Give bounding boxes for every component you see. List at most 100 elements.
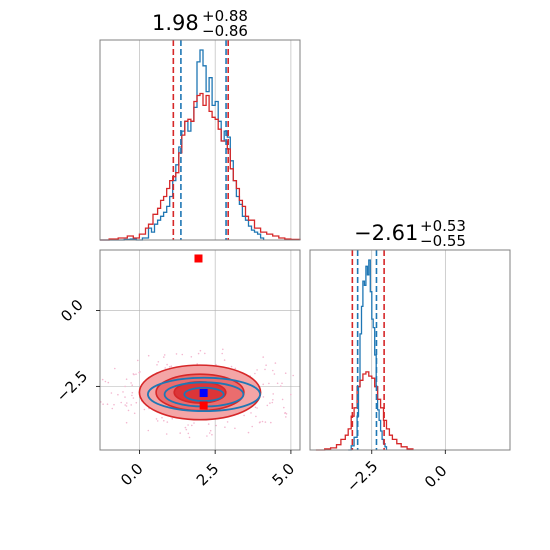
scatter-point [208,432,211,434]
scatter-point [254,372,256,375]
scatter-point [143,408,146,411]
hist-param2-title: −2.61 [354,221,418,245]
scatter-point [171,417,174,420]
scatter-point [266,404,269,407]
hist-param1-title-plus: +0.88 [202,7,248,25]
scatter-point [230,365,233,368]
x-tick-label-1: 0.0 [421,462,451,492]
scatter-point [262,396,265,398]
scatter-point [104,380,107,383]
scatter-point [156,420,159,422]
scatter-point [147,429,150,432]
scatter-point [135,401,138,404]
scatter-point [133,412,136,415]
scatter-2d-panel: −2.5 0.0 0.0 2.5 5.0 [53,249,301,490]
scatter-point [283,406,285,409]
scatter-point [197,352,200,355]
scatter-point [222,348,224,351]
scatter-point [120,401,122,404]
scatter-point [125,421,128,424]
scatter-point [163,419,165,422]
scatter-point [131,394,133,397]
scatter-point [272,393,275,395]
hist-param2-grid [371,250,446,450]
scatter-point [280,385,282,387]
scatter-point [204,352,206,355]
scatter-point [132,373,135,375]
scatter-point [163,354,166,356]
scatter-point [285,416,287,418]
scatter-point [130,382,132,384]
scatter-point [221,352,223,355]
scatter-point [264,368,266,371]
scatter-point [223,359,226,361]
scatter-point [251,425,253,428]
scatter-point [166,363,168,366]
scatter-point [270,421,272,424]
scatter-point [262,383,265,386]
marker-red-square-top [194,254,203,263]
contour-blue-2 [183,386,225,403]
scatter-point [256,407,258,409]
hist-param1-panel: 1.98 +0.88 −0.86 [99,7,301,241]
scatter-point [131,391,134,394]
hist-param1-frame [100,40,300,240]
scatter-point [124,385,126,388]
x-tick-label-1: 2.5 [193,460,223,490]
scatter-point [125,378,128,381]
scatter-2d-markers [194,254,208,410]
scatter-point [196,363,198,365]
scatter-point [125,405,128,407]
hist-param1-title-minus: −0.86 [202,22,248,40]
scatter-point [155,418,158,420]
scatter-point [188,436,191,439]
scatter-point [156,364,158,366]
scatter-2d-y-ticks: −2.5 0.0 [53,296,100,406]
scatter-point [284,412,287,414]
scatter-point [124,396,126,398]
scatter-point [224,426,226,429]
scatter-point [122,391,124,393]
hist-param2-x-ticks: −2.5 0.0 [343,450,451,496]
scatter-point [250,412,252,414]
scatter-point [132,397,135,399]
x-tick-label-0: 0.0 [117,460,147,490]
scatter-point [191,424,193,427]
scatter-point [184,426,187,429]
scatter-point [138,371,140,374]
scatter-point [181,353,184,356]
scatter-point [262,356,265,358]
scatter-point [106,403,109,406]
scatter-point [226,421,229,423]
scatter-point [185,428,188,431]
scatter-point [110,392,113,394]
scatter-point [161,416,163,419]
scatter-point [111,407,114,410]
y-tick-label-1: 0.0 [57,296,87,326]
scatter-point [207,423,210,425]
scatter-point [199,349,202,352]
x-tick-label-2: 5.0 [269,460,299,490]
scatter-point [137,359,139,362]
hist-param1-spine [99,39,301,241]
scatter-point [281,398,284,401]
scatter-point [126,402,128,404]
scatter-point [193,422,195,424]
scatter-point [272,399,274,401]
scatter-point [269,402,271,404]
hist-param1-blue-step [100,49,265,241]
scatter-point [211,433,213,436]
contour-blue-0 [146,376,261,413]
scatter-point [124,404,126,406]
marker-red-square-low [199,401,208,410]
scatter-point [114,367,116,370]
hist-param1-red-step [100,92,301,241]
scatter-point [273,373,276,375]
scatter-point [164,367,166,369]
scatter-point [264,421,267,423]
scatter-point [187,424,189,426]
scatter-point [274,362,277,364]
scatter-point [285,413,288,415]
scatter-point [135,373,137,376]
scatter-point [165,433,168,435]
